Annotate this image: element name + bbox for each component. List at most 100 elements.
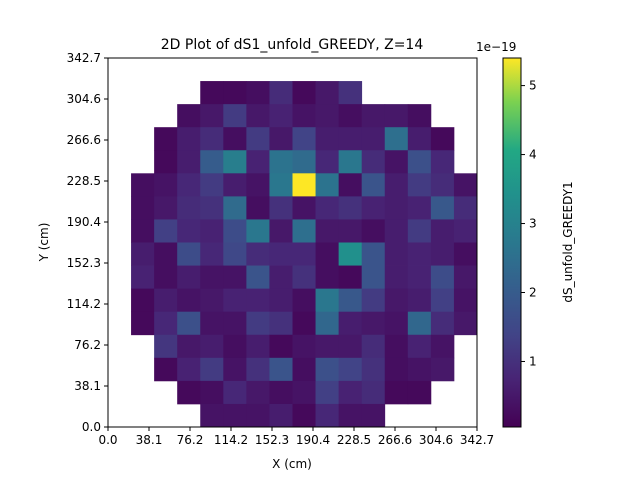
x-tick-label: 38.1 xyxy=(136,433,163,447)
x-tick-label: 342.7 xyxy=(460,433,494,447)
heatmap-cell xyxy=(315,334,340,359)
heatmap-cell xyxy=(453,173,478,197)
heatmap-cell xyxy=(361,127,386,151)
heatmap-cell xyxy=(223,334,247,359)
heatmap-cell xyxy=(407,196,432,220)
heatmap-cell xyxy=(177,173,201,197)
heatmap-cell xyxy=(384,242,409,266)
heatmap-cell xyxy=(338,219,363,243)
heatmap-cell xyxy=(384,380,409,405)
heatmap-cell xyxy=(200,219,224,243)
heatmap-cell xyxy=(361,104,386,128)
heatmap-cell xyxy=(361,265,386,290)
heatmap-cell xyxy=(315,173,340,197)
heatmap-cell xyxy=(292,81,316,105)
heatmap-cell xyxy=(269,357,293,382)
heatmap-cell xyxy=(453,219,478,243)
heatmap-cell xyxy=(177,288,201,313)
heatmap-cell xyxy=(154,219,178,243)
colorbar-tick-label: 2 xyxy=(529,286,537,300)
heatmap-cell xyxy=(131,173,155,197)
heatmap-cell xyxy=(200,380,224,405)
heatmap-cell xyxy=(338,104,363,128)
heatmap-cell xyxy=(361,380,386,405)
heatmap-cell xyxy=(407,334,432,359)
heatmap-cell xyxy=(338,380,363,405)
y-tick-label: 266.6 xyxy=(67,133,101,147)
heatmap-cell xyxy=(292,196,316,220)
heatmap-cell xyxy=(223,127,247,151)
heatmap-cell xyxy=(384,196,409,220)
heatmap-cell xyxy=(131,288,155,313)
plot-frame xyxy=(107,57,478,428)
heatmap-cell xyxy=(384,173,409,197)
heatmap-cell xyxy=(315,242,340,266)
heatmap-cell xyxy=(292,288,316,313)
heatmap-cell xyxy=(154,196,178,220)
y-tick-label: 38.1 xyxy=(74,379,101,393)
heatmap-cell xyxy=(384,127,409,151)
colorbar-tick-label: 3 xyxy=(529,217,537,231)
heatmap-cell xyxy=(407,150,432,174)
heatmap-cell xyxy=(269,288,293,313)
heatmap-cell xyxy=(223,288,247,313)
heatmap-cell xyxy=(338,242,363,266)
heatmap-cell xyxy=(361,219,386,243)
heatmap-cell xyxy=(338,357,363,382)
heatmap-cell xyxy=(269,334,293,359)
chart-title: 2D Plot of dS1_unfold_GREEDY, Z=14 xyxy=(161,37,424,53)
heatmap-cell xyxy=(292,357,316,382)
heatmap-cell xyxy=(361,242,386,266)
heatmap-cell xyxy=(407,265,432,290)
heatmap-cells xyxy=(131,81,478,428)
x-tick-label: 190.4 xyxy=(296,433,330,447)
heatmap-cell xyxy=(315,127,340,151)
colorbar-tick-label: 5 xyxy=(529,79,537,93)
heatmap-cell xyxy=(315,196,340,220)
heatmap-cell xyxy=(384,288,409,313)
heatmap-cell xyxy=(361,311,386,336)
x-axis-label: X (cm) xyxy=(272,457,312,471)
heatmap-cell xyxy=(407,219,432,243)
heatmap-cell xyxy=(338,334,363,359)
heatmap-cell xyxy=(177,265,201,290)
heatmap-cell xyxy=(292,173,316,197)
heatmap-cell xyxy=(246,242,270,266)
heatmap-cell xyxy=(246,311,270,336)
heatmap-cell xyxy=(177,311,201,336)
heatmap-cell xyxy=(361,334,386,359)
colorbar xyxy=(502,57,522,428)
heatmap-cell xyxy=(292,403,316,428)
heatmap-cell xyxy=(246,288,270,313)
heatmap-cell xyxy=(131,265,155,290)
heatmap-cell xyxy=(246,150,270,174)
heatmap-cell xyxy=(361,173,386,197)
colorbar-label: dS_unfold_GREEDY1 xyxy=(561,181,575,302)
heatmap-cell xyxy=(269,173,293,197)
heatmap-cell xyxy=(154,311,178,336)
heatmap-cell xyxy=(177,150,201,174)
heatmap-cell xyxy=(154,288,178,313)
heatmap-cell xyxy=(361,357,386,382)
heatmap-cell xyxy=(361,196,386,220)
heatmap-cell xyxy=(131,219,155,243)
heatmap-cell xyxy=(453,196,478,220)
heatmap-cell xyxy=(200,150,224,174)
y-tick-label: 76.2 xyxy=(74,338,101,352)
heatmap-cell xyxy=(338,311,363,336)
heatmap-cell xyxy=(430,173,455,197)
heatmap-cell xyxy=(453,265,478,290)
x-tick-label: 228.5 xyxy=(337,433,371,447)
heatmap-cell xyxy=(430,288,455,313)
heatmap-cell xyxy=(292,265,316,290)
heatmap-cell xyxy=(384,219,409,243)
heatmap-cell xyxy=(177,242,201,266)
y-tick-label: 228.5 xyxy=(67,174,101,188)
heatmap-cell xyxy=(269,265,293,290)
heatmap-cell xyxy=(338,265,363,290)
heatmap-cell xyxy=(338,81,363,105)
heatmap-cell xyxy=(407,242,432,266)
heatmap-cell xyxy=(223,196,247,220)
y-tick-label: 152.3 xyxy=(67,256,101,270)
